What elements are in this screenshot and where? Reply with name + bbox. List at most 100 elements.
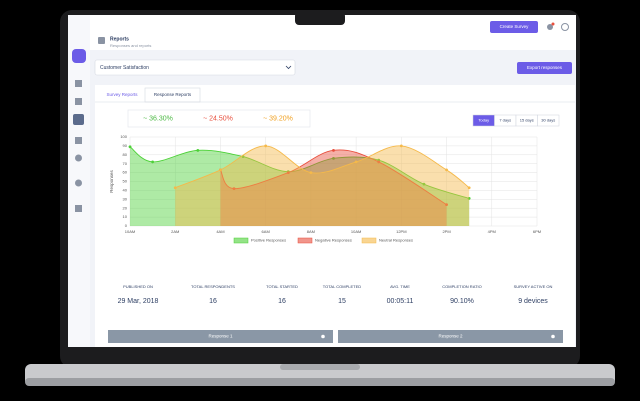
stat-value: 9 devices	[518, 298, 548, 305]
nav-icon[interactable]	[75, 137, 82, 144]
range-label: 7 days	[499, 118, 511, 123]
create-survey-label: Create Survey	[500, 24, 530, 29]
legend-label: Neutral Responses	[379, 238, 413, 243]
series-area	[220, 149, 447, 226]
tab-label[interactable]: Survey Reports	[106, 92, 138, 97]
legend-swatch	[233, 237, 249, 244]
data-point	[445, 168, 448, 172]
create-survey-button[interactable]	[490, 21, 538, 33]
data-point	[232, 187, 236, 191]
data-point	[422, 182, 426, 186]
page-subtitle: Responses and reports	[110, 43, 151, 48]
y-tick-label: 70	[123, 161, 128, 166]
summary-box	[127, 109, 311, 128]
nav-icon[interactable]	[75, 179, 82, 187]
stat-label: PUBLISHED ON	[123, 284, 153, 289]
response-button[interactable]	[338, 330, 563, 343]
survey-dropdown-label: Customer Satisfaction	[100, 65, 149, 71]
stat-label: TOTAL RESPONDENTS	[191, 284, 235, 289]
survey-dropdown[interactable]	[94, 59, 296, 76]
x-tick-label: 4PM	[488, 229, 496, 234]
x-tick-label: 4AM	[216, 229, 224, 234]
data-point	[151, 160, 155, 164]
y-tick-label: 90	[123, 143, 128, 148]
logo[interactable]	[72, 49, 86, 63]
y-tick-label: 80	[123, 152, 128, 157]
data-point	[354, 160, 358, 164]
laptop-notch-lip	[280, 364, 360, 370]
summary-value: ~ 39.20%	[263, 115, 293, 122]
summary-value: ~ 36.30%	[143, 115, 173, 122]
x-tick-label: 10AM	[125, 229, 135, 234]
data-point	[377, 160, 381, 164]
page-title: Reports	[110, 36, 129, 42]
legend-swatch	[361, 237, 377, 244]
series-area	[175, 145, 470, 226]
response-button[interactable]	[108, 330, 333, 343]
nav-icon-active[interactable]	[73, 114, 84, 125]
response-icon	[321, 334, 325, 339]
nav-icon[interactable]	[75, 205, 82, 212]
stat-label: TOTAL COMPLETED	[323, 284, 361, 289]
y-tick-label: 100	[120, 134, 127, 139]
series-area	[130, 146, 470, 226]
data-point	[286, 171, 290, 175]
stat-value: 16	[278, 298, 286, 305]
stat-label: TOTAL STARTED	[266, 284, 298, 289]
x-tick-label: 8AM	[307, 229, 315, 234]
data-point	[445, 203, 448, 207]
data-point	[467, 197, 471, 200]
sidebar-icons	[73, 80, 84, 212]
y-tick-label: 30	[123, 196, 128, 201]
legend-label: Negative Responses	[315, 238, 352, 243]
dropdown-caret	[285, 65, 292, 70]
x-tick-label: 10AM	[351, 229, 361, 234]
stat-label: COMPLETION RATIO	[442, 284, 481, 289]
series-line	[175, 145, 470, 189]
tab-label[interactable]: Response Reports	[154, 92, 192, 97]
range-label: Today	[478, 118, 489, 123]
x-tick-label: 12PM	[396, 229, 406, 234]
stat-value: 16	[209, 298, 217, 305]
laptop-base-edge	[25, 378, 615, 386]
range-label: 15 days	[520, 118, 534, 123]
stat-label: SURVEY ACTIVE ON	[514, 284, 553, 289]
y-tick-label: 40	[123, 187, 128, 192]
data-point	[196, 148, 200, 152]
data-point	[219, 168, 222, 172]
data-point	[399, 144, 403, 148]
x-tick-label: 2AM	[171, 229, 179, 234]
series-line	[220, 149, 447, 206]
y-axis-label: Responses	[109, 169, 114, 192]
data-point	[332, 156, 335, 160]
response-icon	[551, 334, 555, 339]
nav-icon[interactable]	[75, 80, 82, 87]
camera-notch	[295, 12, 345, 25]
export-button[interactable]	[517, 62, 572, 74]
stat-value: 29 Mar, 2018	[118, 298, 159, 305]
legend-label: Positive Responses	[251, 238, 286, 243]
x-tick-label: 2PM	[442, 229, 450, 234]
page-icon	[98, 37, 105, 44]
x-tick-label: 6PM	[533, 229, 541, 234]
data-point	[467, 186, 471, 190]
nav-icon[interactable]	[75, 98, 82, 105]
data-point	[128, 145, 132, 149]
y-tick-label: 10	[123, 214, 128, 219]
data-point	[332, 148, 335, 152]
y-tick-label: 20	[123, 205, 128, 210]
range-label: 30 days	[541, 118, 555, 123]
x-tick-label: 6AM	[262, 229, 270, 234]
notification-icon[interactable]	[547, 24, 553, 30]
data-point	[264, 144, 268, 148]
legend-swatch	[297, 237, 313, 244]
y-tick-label: 60	[123, 170, 128, 175]
response-label: Response 1	[208, 334, 233, 339]
nav-icon[interactable]	[75, 154, 82, 162]
user-icon[interactable]	[561, 23, 569, 31]
range-button[interactable]	[537, 114, 560, 127]
stat-value: 90.10%	[450, 298, 474, 305]
notification-badge	[551, 22, 555, 26]
stat-label: AVG. TIME	[390, 284, 410, 289]
stat-value: 15	[338, 298, 346, 305]
